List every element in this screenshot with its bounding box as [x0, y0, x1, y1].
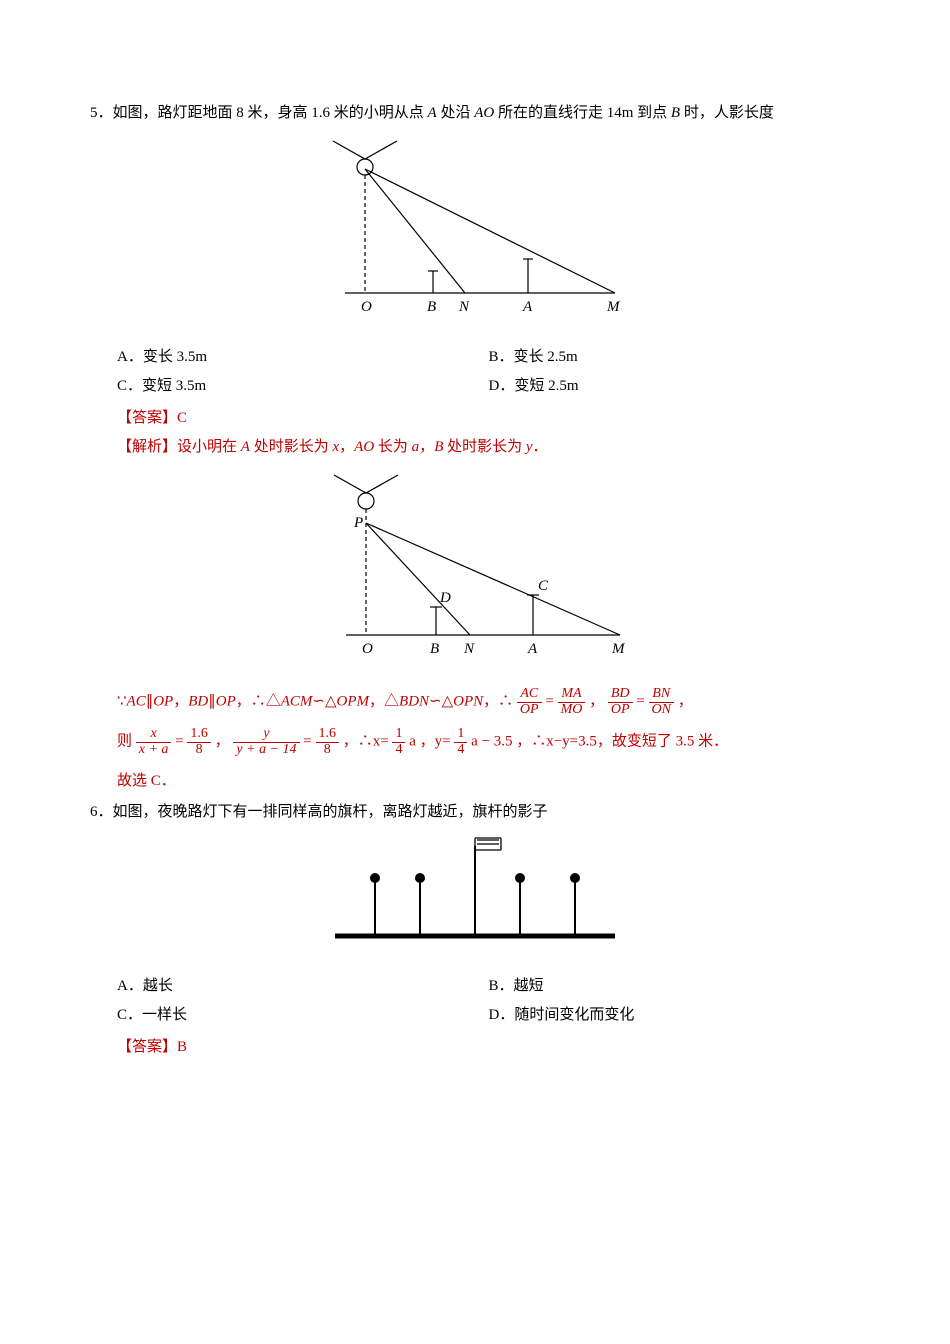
q5-figure-1: O B N A M — [90, 133, 860, 333]
q5-conclusion: 故选 C． — [90, 768, 860, 795]
q5-figure-2: P D C O B N A M — [90, 467, 860, 677]
q5-option-b: B．变长 2.5m — [489, 343, 861, 372]
svg-text:B: B — [430, 641, 439, 657]
svg-text:A: A — [522, 299, 533, 315]
svg-text:N: N — [458, 299, 470, 315]
svg-text:C: C — [538, 578, 549, 594]
q5-options: A．变长 3.5m B．变长 2.5m C．变短 3.5m D．变短 2.5m — [90, 343, 860, 401]
q6-number: 6． — [90, 804, 113, 820]
q6-options: A．越长 B．越短 C．一样长 D．随时间变化而变化 — [90, 972, 860, 1030]
svg-text:O: O — [361, 299, 372, 315]
q5-similarity-line: ∵AC∥OP，BD∥OP，∴△ACM∽△OPM，△BDN∽△OPN，∴ ACOP… — [90, 687, 860, 717]
q5-number: 5． — [90, 105, 113, 121]
q6-figure — [90, 832, 860, 962]
svg-text:A: A — [527, 641, 538, 657]
q5-stem: 5．如图，路灯距地面 8 米，身高 1.6 米的小明从点 A 处沿 AO 所在的… — [90, 100, 860, 127]
q5-option-c: C．变短 3.5m — [117, 372, 489, 401]
q6-answer: 【答案】B — [90, 1034, 860, 1061]
q5-answer: 【答案】C — [90, 405, 860, 432]
q5-explanation-intro: 【解析】设小明在 A 处时影长为 x，AO 长为 a，B 处时影长为 y． — [90, 434, 860, 461]
svg-text:D: D — [439, 590, 451, 606]
svg-text:M: M — [606, 299, 621, 315]
svg-text:M: M — [611, 641, 626, 657]
question-6: 6．如图，夜晚路灯下有一排同样高的旗杆，离路灯越近，旗杆的影子 — [90, 799, 860, 1061]
q6-option-b: B．越短 — [489, 972, 861, 1001]
q6-option-d: D．随时间变化而变化 — [489, 1001, 861, 1030]
question-5: 5．如图，路灯距地面 8 米，身高 1.6 米的小明从点 A 处沿 AO 所在的… — [90, 100, 860, 795]
svg-text:P: P — [353, 515, 363, 531]
q6-option-a: A．越长 — [117, 972, 489, 1001]
q5-option-d: D．变短 2.5m — [489, 372, 861, 401]
svg-text:B: B — [427, 299, 436, 315]
q5-equation-line: 则 xx + a = 1.68 ， yy + a − 14 = 1.68 ，∴x… — [90, 727, 860, 757]
q6-option-c: C．一样长 — [117, 1001, 489, 1030]
svg-text:O: O — [362, 641, 373, 657]
q5-option-a: A．变长 3.5m — [117, 343, 489, 372]
q6-stem: 6．如图，夜晚路灯下有一排同样高的旗杆，离路灯越近，旗杆的影子 — [90, 799, 860, 826]
svg-text:N: N — [463, 641, 475, 657]
